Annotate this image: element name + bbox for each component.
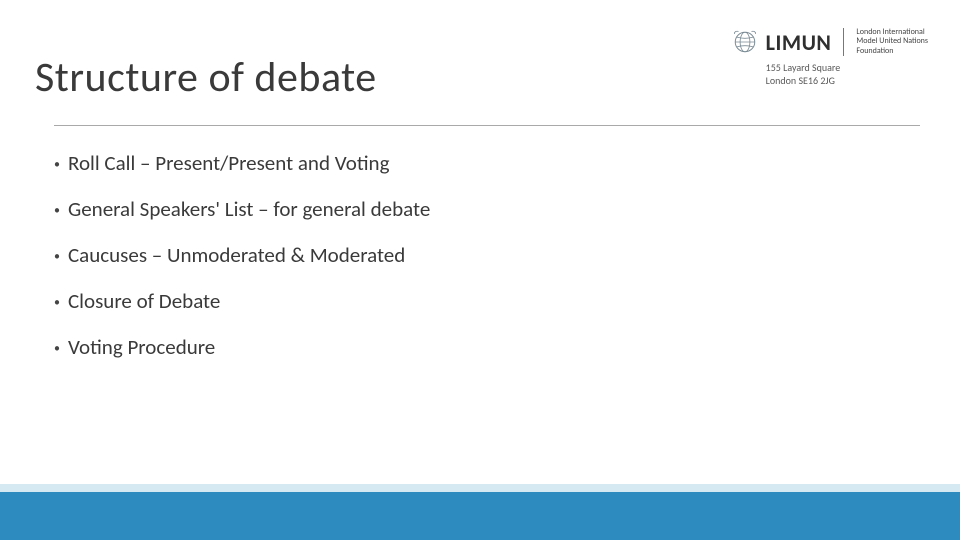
list-item: • Closure of Debate (54, 288, 900, 314)
bullet-icon: • (54, 251, 60, 263)
address-line-2: London SE16 2JG (766, 74, 835, 87)
logo-address: 155 Layard Square London SE16 2JG (766, 62, 841, 87)
list-item: • General Speakers' List – for general d… (54, 196, 900, 222)
logo-divider (843, 28, 844, 56)
slide-title: Structure of debate (35, 52, 377, 103)
logo-row: LIMUN London International Model United … (732, 28, 928, 56)
bullet-icon: • (54, 159, 60, 171)
bullet-text: Roll Call – Present/Present and Voting (68, 150, 390, 176)
bullet-icon: • (54, 297, 60, 309)
bullet-text: General Speakers' List – for general deb… (68, 196, 430, 222)
bullet-icon: • (54, 343, 60, 355)
logo-subtext: London International Model United Nation… (856, 28, 928, 56)
bullet-text: Caucuses – Unmoderated & Moderated (68, 242, 405, 268)
bullet-icon: • (54, 205, 60, 217)
horizontal-rule (54, 125, 920, 126)
address-line-1: 155 Layard Square (766, 61, 841, 74)
bullet-text: Voting Procedure (68, 334, 215, 360)
slide: Structure of debate LIMUN London Interna… (0, 0, 960, 540)
logo-brand-text: LIMUN (766, 29, 832, 56)
footer-bar (0, 484, 960, 540)
footer-stripe-dark (0, 492, 960, 540)
bullet-text: Closure of Debate (68, 288, 220, 314)
bullet-list: • Roll Call – Present/Present and Voting… (54, 150, 900, 380)
list-item: • Voting Procedure (54, 334, 900, 360)
list-item: • Roll Call – Present/Present and Voting (54, 150, 900, 176)
list-item: • Caucuses – Unmoderated & Moderated (54, 242, 900, 268)
globe-icon (732, 29, 758, 55)
logo-block: LIMUN London International Model United … (732, 28, 928, 87)
footer-stripe-light (0, 484, 960, 492)
logo-subline-3: Foundation (856, 46, 893, 56)
